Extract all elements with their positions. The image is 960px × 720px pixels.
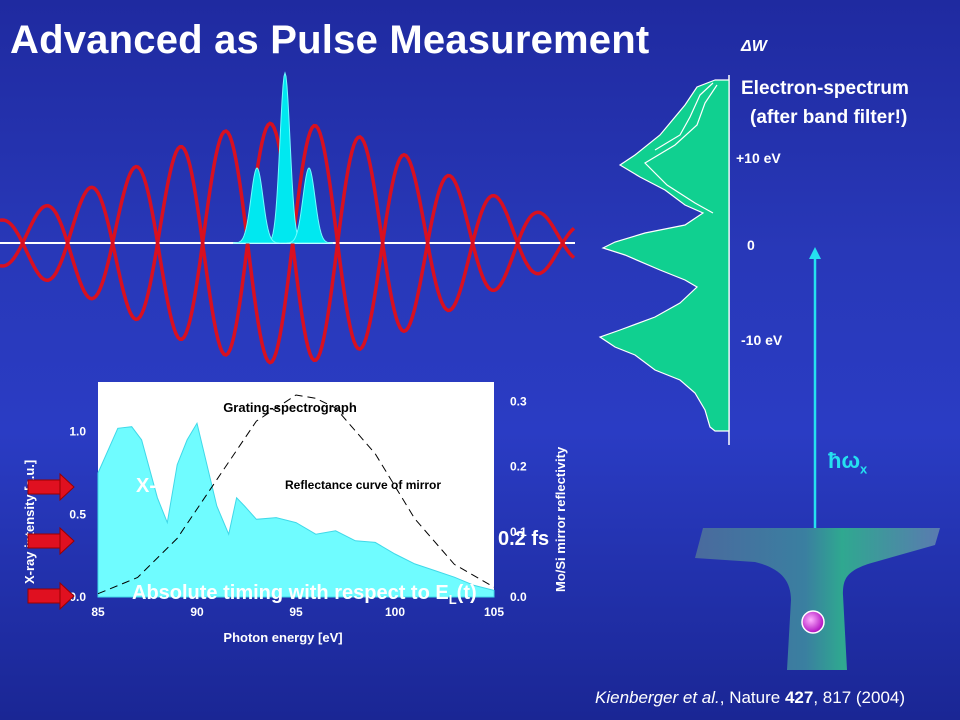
- x-tick-label: 105: [484, 605, 504, 619]
- arrow-up-icon: [809, 247, 821, 259]
- bullet-line-3-sub: L: [448, 592, 457, 607]
- electron-spectrum-subtitle: (after band filter!): [750, 107, 908, 128]
- y-left-tick-label: 1.0: [69, 425, 86, 439]
- reference-authors: Kienberger et al.: [595, 688, 720, 707]
- red-arrow-icon: [27, 581, 75, 611]
- xray-pulse-satellite-left: [233, 167, 281, 244]
- spectrograph-chart: 85 90 95 100 105 0.0 0.5 1.0 0.0 0.1 0.2 0.3 Grat…: [0, 380, 600, 650]
- y-left-tick-group: 0.0 0.5 1.0: [69, 425, 86, 604]
- y-right-tick-label: 0.0: [510, 590, 527, 604]
- x-tick-group: 85 90 95 100 105: [91, 605, 504, 619]
- reference-pages-year: 817 (2004): [822, 688, 906, 707]
- y-left-tick-label: 0.0: [69, 590, 86, 604]
- page-title: Advanced as Pulse Measurement: [10, 18, 650, 62]
- reference-citation: Kienberger et al., Nature 427, 817 (2004…: [595, 688, 906, 707]
- x-axis-label: Photon energy [eV]: [223, 630, 342, 645]
- x-tick-label: 95: [289, 605, 303, 619]
- y-right-tick-group: 0.0 0.1 0.2 0.3: [510, 395, 527, 604]
- bullet-line-3-tail: (t): [456, 582, 477, 604]
- bullet-line-1: X-r: [136, 475, 164, 497]
- y-axis-right-label: Mo/Si mirror reflectivity: [553, 446, 568, 592]
- electron-ball: [801, 610, 825, 634]
- bullet-line-3-text: Absolute timing with respect to E: [132, 582, 449, 604]
- photon-label-sub: x: [860, 461, 868, 477]
- xray-pulse-satellite-right: [285, 167, 333, 244]
- chart-annotation: Reflectance curve of mirror: [285, 478, 441, 492]
- photon-label-main: ħω: [828, 448, 861, 473]
- reference-volume: 427: [784, 688, 814, 707]
- chart-title: Grating-spectrograph: [223, 400, 357, 415]
- reference-journal: Nature: [729, 688, 781, 707]
- delta-w-axis-label: ΔW: [741, 38, 767, 55]
- field-waveform-2: [0, 123, 576, 365]
- field-waveform-illustration: [0, 71, 576, 365]
- x-tick-label: 85: [91, 605, 105, 619]
- electron-spectrum-fill: [598, 79, 730, 432]
- red-arrow-icon: [27, 472, 75, 502]
- xray-intensity-area: [97, 421, 495, 598]
- bullet-line-3: Absolute timing with respect to EL(t): [132, 582, 477, 607]
- y-right-tick-label: 0.1: [510, 525, 527, 539]
- electron-spectrum-curve-3: [654, 82, 714, 151]
- potential-well-surface: [695, 528, 940, 670]
- x-tick-label: 100: [385, 605, 405, 619]
- tick-label-zero: 0: [747, 237, 755, 253]
- spectrograph-chart-svg: 85 90 95 100 105 0.0 0.5 1.0 0.0 0.1 0.2 0.3 Grat…: [22, 382, 568, 645]
- electron-spectrum-title: Electron-spectrum: [741, 78, 909, 99]
- bullet-line-2: 0.2 fs: [498, 528, 550, 550]
- potential-well-illustration: [695, 528, 940, 670]
- red-arrow-icon: [27, 526, 75, 556]
- xray-pulse-main: [264, 71, 306, 244]
- y-left-tick-label: 0.5: [69, 507, 86, 521]
- bullet-arrows: [27, 472, 75, 611]
- y-right-tick-label: 0.2: [510, 460, 527, 474]
- tick-label-plus10: +10 eV: [736, 150, 781, 166]
- y-right-tick-label: 0.3: [510, 395, 527, 409]
- photon-energy-label: ħωx: [828, 448, 867, 476]
- electron-spectrum-curve-2: [644, 84, 718, 214]
- photon-arrow: [809, 247, 821, 575]
- tick-label-minus10: -10 eV: [741, 332, 783, 348]
- x-tick-label: 90: [190, 605, 204, 619]
- electron-spectrum-plot: +10 eV 0 -10 eV: [598, 75, 783, 445]
